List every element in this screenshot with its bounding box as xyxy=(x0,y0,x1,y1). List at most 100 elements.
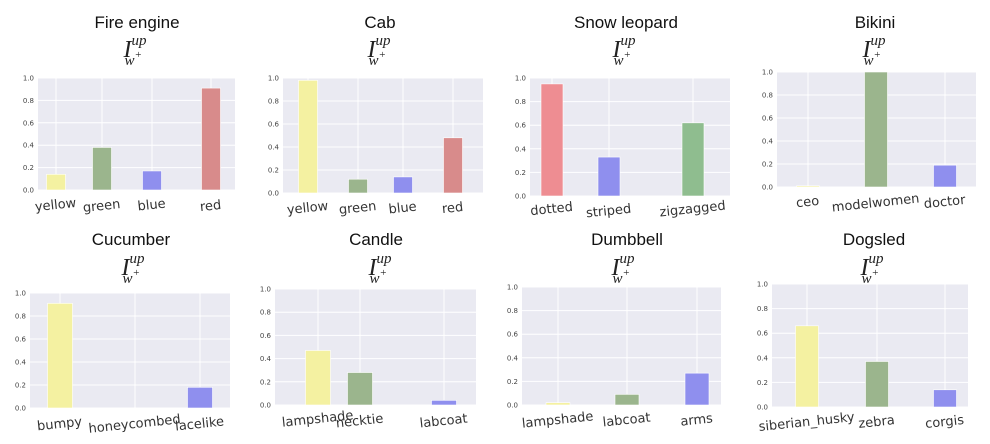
y-tick-label: 0.2 xyxy=(757,379,768,387)
symbol-base: I xyxy=(123,37,133,63)
bar xyxy=(933,164,957,188)
symbol-sub: w xyxy=(125,53,135,69)
bar xyxy=(298,80,318,194)
y-tick-label: 1.0 xyxy=(15,290,26,298)
bar xyxy=(393,176,413,194)
chart-panel: Candle Iup w+0.0 0.2 0.4 0.6 0.8 1.0 lampshadene… xyxy=(260,230,476,431)
x-category-label: striped xyxy=(585,202,632,222)
y-tick-label: 0.0 xyxy=(268,190,279,198)
x-category-label: dotted xyxy=(530,200,574,219)
chart-panel: Cab Iup w+0.0 0.2 0.4 0.6 0.8 1.0 yellow green blu… xyxy=(268,13,483,218)
bar xyxy=(597,156,621,197)
y-tick-label: 0.4 xyxy=(23,142,35,150)
y-tick-label: 1.0 xyxy=(515,75,526,83)
bar xyxy=(540,83,564,197)
bar xyxy=(545,402,571,406)
y-tick-label: 1.0 xyxy=(268,75,279,83)
ylabel-symbol: Iup w+ xyxy=(367,33,392,69)
symbol-base: I xyxy=(367,37,377,63)
x-category-label: labcoat xyxy=(419,412,468,432)
y-tick-label: 0.8 xyxy=(515,98,526,106)
x-category-label: lampshade xyxy=(521,409,594,431)
y-tick-label: 0.6 xyxy=(15,336,27,344)
x-category-label: green xyxy=(82,197,121,216)
x-category-label: zigzagged xyxy=(659,199,726,221)
bar xyxy=(46,174,66,191)
bar xyxy=(684,372,710,406)
ylabel-symbol: Iup w+ xyxy=(123,33,148,69)
x-category-label: red xyxy=(199,198,222,215)
symbol-sub: w xyxy=(123,271,133,287)
ylabel-symbol: Iup w+ xyxy=(862,33,887,69)
symbol-sub: w xyxy=(613,271,623,287)
x-category-label: lacelike xyxy=(174,414,224,434)
x-category-label: necktie xyxy=(335,412,384,432)
chart-title: Cab xyxy=(364,13,395,32)
bar xyxy=(305,350,331,406)
y-tick-label: 0.8 xyxy=(507,307,518,315)
chart-panel: Snow leopard Iup w+0.0 0.2 0.4 0.6 0.8 1.0 dotte… xyxy=(515,13,730,221)
bar xyxy=(47,303,73,409)
y-tick-label: 0.0 xyxy=(15,405,26,413)
y-tick-label: 0.0 xyxy=(507,402,518,410)
chart-panel: Cucumber Iup w+0.0 0.2 0.4 0.6 0.8 1.0 bumpy hone… xyxy=(15,230,230,437)
y-tick-label: 0.2 xyxy=(762,161,773,169)
y-tick-label: 0.6 xyxy=(260,332,272,340)
y-tick-label: 0.8 xyxy=(15,313,26,321)
symbol-sub: w xyxy=(370,271,380,287)
bar xyxy=(864,71,888,188)
chart-panel: Dumbbell Iup w+0.0 0.2 0.4 0.6 0.8 1.0 lampshade… xyxy=(507,230,721,432)
x-category-label: honeycombed xyxy=(88,412,181,437)
chart-title: Snow leopard xyxy=(574,13,678,32)
y-tick-label: 1.0 xyxy=(507,284,518,292)
y-tick-label: 0.2 xyxy=(15,382,26,390)
ylabel-symbol: Iup w+ xyxy=(611,251,636,287)
chart-title: Dumbbell xyxy=(591,230,663,249)
bar xyxy=(92,147,112,191)
chart-title: Cucumber xyxy=(92,230,171,249)
chart-title: Candle xyxy=(349,230,403,249)
x-category-label: labcoat xyxy=(602,411,651,431)
y-tick-label: 0.4 xyxy=(757,354,769,362)
chart-title: Bikini xyxy=(855,13,896,32)
x-category-label: lampshade xyxy=(281,408,354,430)
y-tick-label: 0.2 xyxy=(268,167,279,175)
x-category-label: siberian_husky xyxy=(758,410,856,435)
bar xyxy=(431,400,457,406)
symbol-sup: up xyxy=(869,251,885,267)
symbol-sup: up xyxy=(871,33,887,49)
y-tick-label: 0.2 xyxy=(515,169,526,177)
y-tick-label: 0.2 xyxy=(507,378,518,386)
symbol-subsup: + xyxy=(872,267,879,279)
y-tick-label: 0.4 xyxy=(268,144,280,152)
x-category-label: green xyxy=(338,199,377,218)
y-tick-label: 0.6 xyxy=(757,330,769,338)
bar xyxy=(443,137,463,194)
x-category-label: modelwomen xyxy=(831,191,920,215)
symbol-sup: up xyxy=(377,251,393,267)
y-tick-label: 0.0 xyxy=(515,193,526,201)
y-tick-label: 0.6 xyxy=(23,119,35,127)
symbol-sup: up xyxy=(621,33,637,49)
bar xyxy=(614,394,640,406)
y-tick-label: 0.0 xyxy=(23,187,34,195)
ylabel-symbol: Iup w+ xyxy=(368,251,393,287)
y-tick-label: 1.0 xyxy=(762,69,773,77)
symbol-sup: up xyxy=(376,33,392,49)
y-tick-label: 1.0 xyxy=(260,286,271,294)
y-tick-label: 0.8 xyxy=(23,97,34,105)
chart-panel: Fire engine Iup w+0.0 0.2 0.4 0.6 0.8 1.0 yellow… xyxy=(23,13,235,216)
symbol-subsup: + xyxy=(379,49,386,61)
y-tick-label: 0.8 xyxy=(757,305,768,313)
y-tick-label: 0.2 xyxy=(260,378,271,386)
x-category-label: doctor xyxy=(923,193,967,212)
bar xyxy=(795,325,819,408)
chart-panel: Bikini Iup w+0.0 0.2 0.4 0.6 0.8 1.0 ceo modelwom… xyxy=(762,13,976,216)
x-category-label: blue xyxy=(388,200,418,218)
bar xyxy=(681,122,705,197)
y-tick-label: 1.0 xyxy=(757,281,768,289)
bar xyxy=(933,389,957,408)
y-tick-label: 0.6 xyxy=(268,121,280,129)
y-tick-label: 0.8 xyxy=(268,98,279,106)
y-tick-label: 0.4 xyxy=(515,145,527,153)
